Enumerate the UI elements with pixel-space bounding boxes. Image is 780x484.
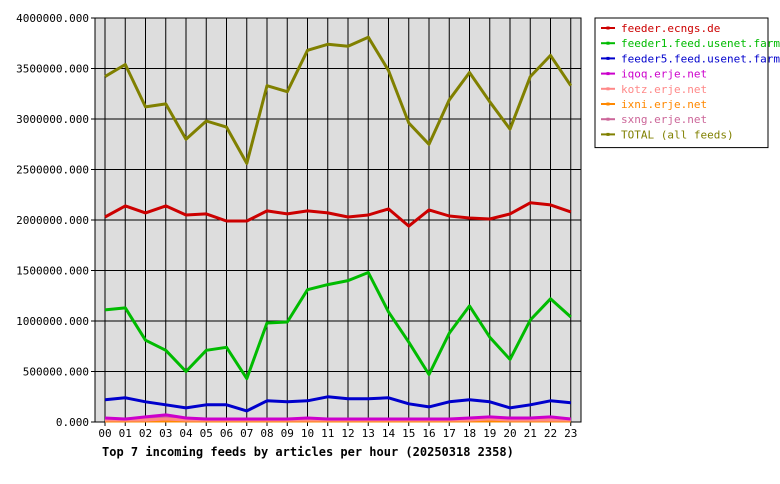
y-tick-label: 3500000.000 [16, 63, 89, 76]
legend-label: feeder.ecngs.de [621, 22, 720, 35]
series-line-feeder5-feed-usenet-farm [104, 395, 571, 413]
x-tick-label: 03 [159, 427, 172, 440]
series-lines [104, 35, 573, 423]
legend: feeder.ecngs.de feeder1.feed.usenet.farm f… [594, 17, 780, 149]
x-tick-label: 22 [544, 427, 557, 440]
legend-marker [606, 56, 610, 60]
x-tick-label: 17 [443, 427, 456, 440]
x-tick-label: 04 [179, 427, 193, 440]
legend-label: TOTAL (all feeds) [621, 128, 734, 141]
y-tick-label: 1500000.000 [16, 265, 89, 278]
legend-label: kotz.erje.net [621, 83, 707, 96]
x-tick-label: 02 [139, 427, 152, 440]
x-tick-label: 21 [524, 427, 537, 440]
legend-marker [606, 132, 610, 136]
legend-label: ixni.erje.net [621, 98, 707, 111]
x-tick-label: 10 [301, 427, 314, 440]
legend-label: feeder5.feed.usenet.farm [621, 52, 780, 65]
legend-marker [606, 87, 610, 91]
x-tick-label: 00 [98, 427, 111, 440]
x-tick-label: 14 [382, 427, 396, 440]
x-tick-label: 08 [260, 427, 273, 440]
x-tick-label: 09 [281, 427, 294, 440]
legend-marker [606, 102, 610, 106]
legend-label: iqoq.erje.net [621, 68, 707, 81]
x-tick-label: 16 [422, 427, 435, 440]
legend-marker [606, 117, 610, 121]
y-tick-label: 2500000.000 [16, 164, 89, 177]
y-tick-label: 3000000.000 [16, 113, 89, 126]
legend-label: sxng.erje.net [621, 113, 707, 126]
x-tick-label: 11 [321, 427, 334, 440]
legend-box [594, 17, 769, 149]
x-tick-label: 01 [119, 427, 132, 440]
series-line-feeder1-feed-usenet-farm [104, 271, 572, 381]
x-tick-label: 23 [564, 427, 577, 440]
x-tick-label: 06 [220, 427, 233, 440]
x-tick-label: 07 [240, 427, 253, 440]
y-tick-label: 500000.000 [23, 366, 89, 379]
y-tick-label: 1000000.000 [16, 315, 89, 328]
y-tick-label: 2000000.000 [16, 214, 89, 227]
legend-marker [606, 72, 610, 76]
x-tick-label: 15 [402, 427, 415, 440]
x-tick-label: 12 [341, 427, 354, 440]
legend-label: feeder1.feed.usenet.farm [621, 37, 780, 50]
series-line-iqoq-erje-net [104, 413, 571, 421]
series-line-total-all-feeds [104, 35, 573, 165]
series-line-feeder-ecngs-de [104, 201, 572, 228]
y-tick-label: 4000000.000 [16, 12, 89, 25]
legend-marker [606, 41, 610, 45]
x-tick-label: 20 [503, 427, 516, 440]
x-tick-label: 13 [362, 427, 375, 440]
x-tick-label: 18 [463, 427, 476, 440]
x-tick-label: 05 [200, 427, 213, 440]
axes: 0.000500000.0001000000.0001500000.000200… [16, 12, 582, 440]
x-tick-label: 19 [483, 427, 496, 440]
chart-title: Top 7 incoming feeds by articles per hou… [102, 445, 514, 459]
y-tick-label: 0.000 [56, 416, 89, 429]
legend-marker [606, 26, 610, 30]
